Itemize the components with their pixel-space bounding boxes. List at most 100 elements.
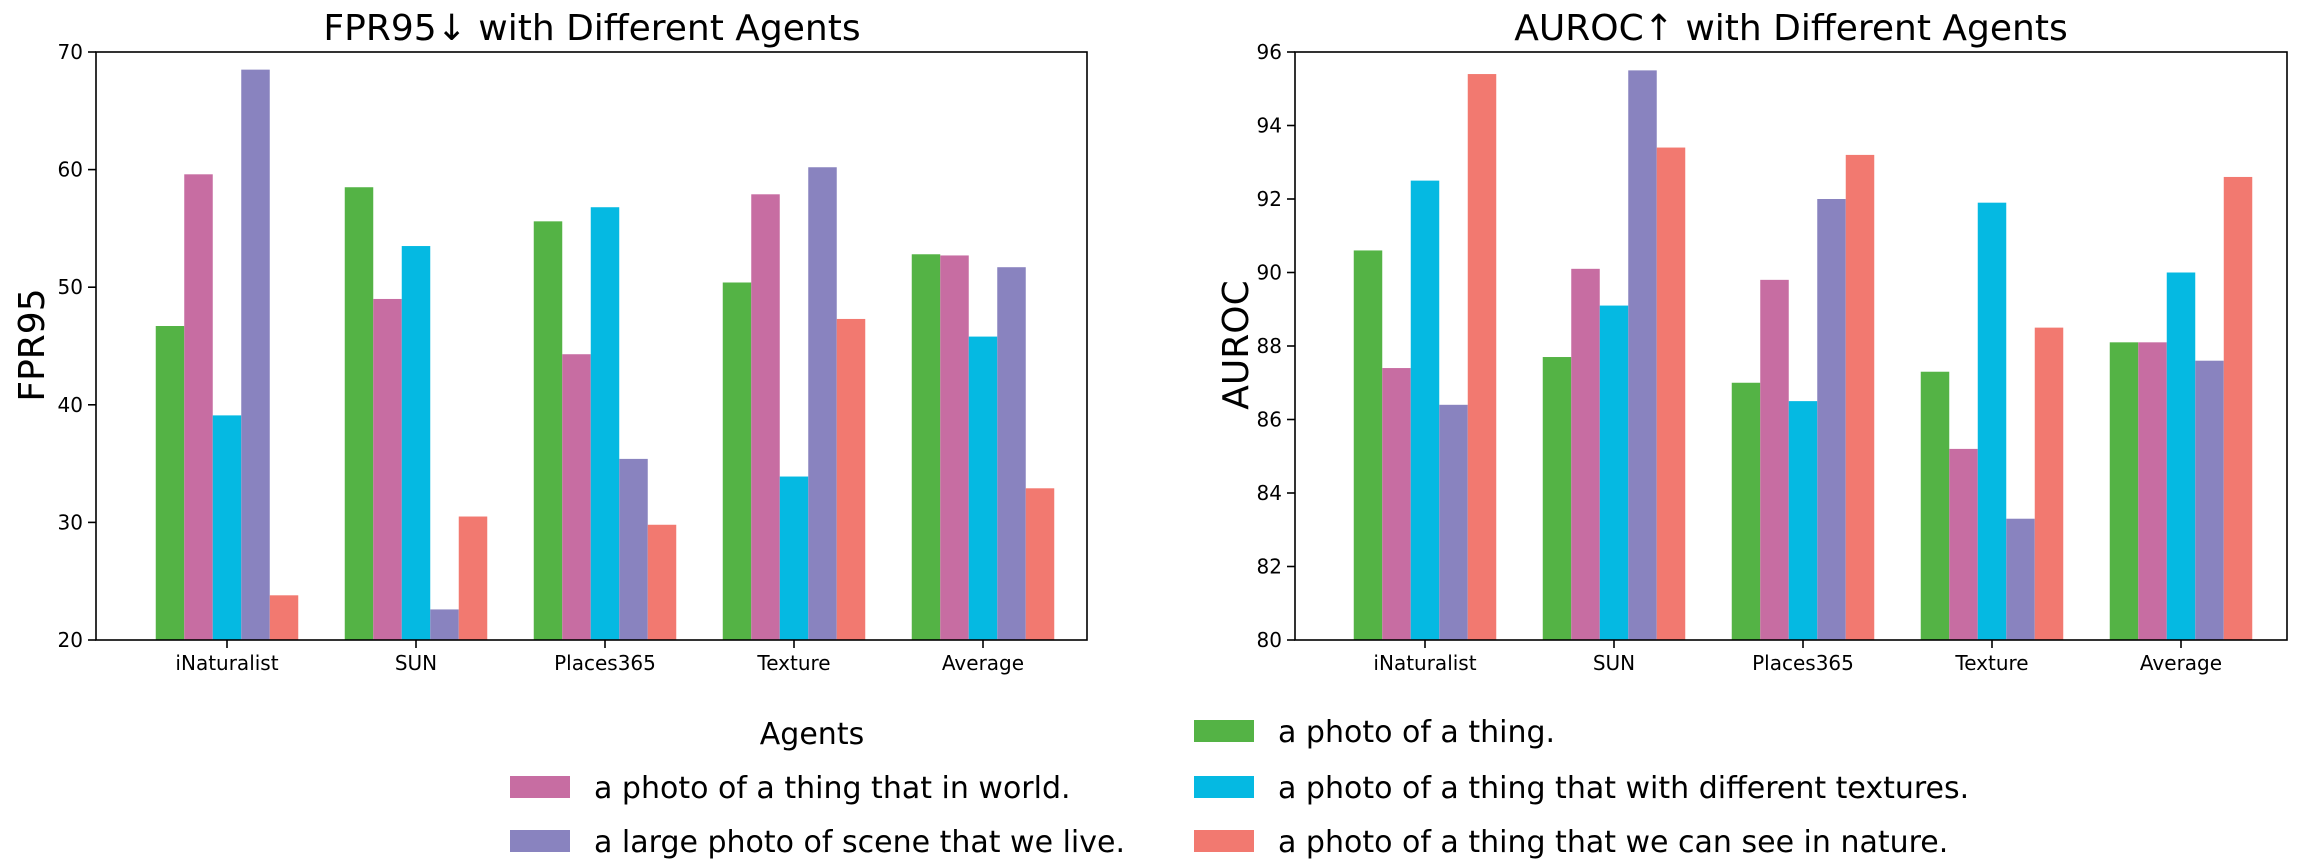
fpr95-bar-nature — [458, 516, 488, 640]
auroc-bar-nature — [1845, 154, 1875, 640]
fpr95-y-tick-label: 40 — [58, 393, 83, 417]
legend-label-scene: a large photo of scene that we live. — [594, 825, 1125, 860]
fpr95-bar-world — [184, 174, 213, 640]
legend-swatch-thing — [1194, 720, 1254, 742]
fpr95-y-tick-label: 70 — [58, 40, 83, 64]
auroc-bar-world — [1382, 368, 1411, 640]
auroc-x-tick-label: Texture — [1954, 651, 2028, 675]
auroc-y-tick-label: 92 — [1257, 187, 1282, 211]
fpr95-x-tick-label: iNaturalist — [175, 651, 278, 675]
fpr95-axis-ticks: 20 30 40 50 60 70 iNaturalist SUN Places365 Textu… — [58, 40, 1025, 675]
auroc-bar-scene — [2195, 360, 2224, 640]
auroc-chart: AUROC↑ with Different Agents AUROC 80828… — [1216, 8, 2288, 675]
fpr95-x-tick-label: Average — [942, 651, 1024, 675]
auroc-bar-scene — [1439, 404, 1468, 640]
fpr95-bars — [155, 69, 1055, 641]
legend-label-nature: a photo of a thing that we can see in na… — [1278, 825, 1948, 860]
auroc-y-tick-label: 90 — [1257, 261, 1282, 285]
auroc-bar-textures — [2166, 272, 2196, 640]
auroc-y-tick-label: 96 — [1257, 40, 1282, 64]
auroc-bar-thing — [1353, 250, 1383, 640]
fpr95-bar-world — [751, 194, 780, 640]
fpr95-y-tick-label: 50 — [58, 275, 83, 299]
auroc-bar-textures — [1410, 180, 1440, 640]
fpr95-bar-scene — [619, 458, 648, 640]
auroc-bar-textures — [1599, 305, 1629, 640]
auroc-y-tick-label: 82 — [1257, 555, 1282, 579]
fpr95-bar-textures — [968, 336, 998, 640]
fpr95-bar-textures — [590, 207, 620, 640]
auroc-x-tick-label: Average — [2140, 651, 2222, 675]
auroc-bar-textures — [1788, 401, 1818, 640]
auroc-bar-scene — [1628, 70, 1657, 640]
fpr95-bar-scene — [241, 69, 270, 640]
fpr95-bar-nature — [269, 595, 299, 640]
auroc-bar-nature — [2223, 176, 2253, 640]
auroc-y-tick-label: 86 — [1257, 408, 1282, 432]
fpr95-bar-thing — [155, 326, 185, 640]
auroc-y-tick-label: 88 — [1257, 334, 1282, 358]
fpr95-y-tick-label: 30 — [58, 510, 83, 534]
fpr95-bar-thing — [911, 254, 941, 640]
fpr95-bar-nature — [1025, 488, 1055, 640]
fpr95-y-axis-label: FPR95 — [12, 288, 53, 401]
fpr95-bar-scene — [430, 609, 459, 640]
auroc-y-axis-label: AUROC — [1216, 280, 1257, 409]
legend-swatch-textures — [1194, 776, 1254, 798]
fpr95-plot-frame — [95, 51, 1088, 641]
auroc-bar-scene — [1817, 199, 1846, 640]
fpr95-bar-textures — [401, 246, 431, 641]
auroc-bar-nature — [2034, 327, 2064, 640]
fpr95-bar-thing — [722, 282, 752, 640]
auroc-bar-thing — [1731, 382, 1761, 640]
auroc-bars — [1353, 70, 2253, 641]
auroc-bar-world — [1760, 279, 1789, 640]
legend-label-textures: a photo of a thing that with different t… — [1278, 771, 1969, 806]
auroc-y-tick-label: 94 — [1257, 114, 1282, 138]
auroc-bar-thing — [1920, 371, 1950, 640]
auroc-plot-frame — [1294, 51, 2288, 641]
fpr95-bar-nature — [647, 524, 677, 640]
auroc-bar-nature — [1467, 74, 1497, 641]
auroc-y-tick-label: 80 — [1257, 628, 1282, 652]
auroc-bar-world — [1949, 448, 1978, 640]
legend-swatch-world — [510, 776, 570, 798]
auroc-bar-nature — [1656, 147, 1686, 641]
legend-swatch-scene — [510, 830, 570, 852]
legend-swatch-nature — [1194, 830, 1254, 852]
auroc-bar-world — [2138, 342, 2167, 640]
fpr95-y-tick-label: 60 — [58, 158, 83, 182]
fpr95-bar-scene — [808, 167, 837, 641]
auroc-x-tick-label: Places365 — [1752, 651, 1854, 675]
auroc-x-tick-label: iNaturalist — [1373, 651, 1476, 675]
fpr95-bar-scene — [997, 267, 1026, 640]
legend: Agents a photo of a thing that in world.… — [510, 715, 1969, 860]
legend-title: Agents — [760, 717, 864, 752]
fpr95-bar-thing — [344, 187, 374, 641]
fpr95-bar-world — [562, 354, 591, 640]
auroc-bar-world — [1571, 268, 1600, 640]
fpr95-x-tick-label: SUN — [395, 651, 437, 675]
fpr95-chart: FPR95↓ with Different Agents FPR95 20 30 4… — [12, 8, 1088, 675]
fpr95-x-tick-label: Texture — [756, 651, 830, 675]
auroc-x-tick-label: SUN — [1593, 651, 1635, 675]
auroc-chart-title: AUROC↑ with Different Agents — [1514, 8, 2067, 49]
auroc-bar-thing — [2109, 342, 2139, 640]
fpr95-bar-world — [373, 298, 402, 640]
fpr95-chart-title: FPR95↓ with Different Agents — [323, 8, 860, 49]
auroc-bar-scene — [2006, 518, 2035, 640]
legend-label-world: a photo of a thing that in world. — [594, 771, 1071, 806]
fpr95-bar-textures — [779, 476, 809, 640]
auroc-y-tick-label: 84 — [1257, 481, 1282, 505]
auroc-bar-thing — [1542, 357, 1572, 640]
legend-label-thing: a photo of a thing. — [1278, 715, 1555, 750]
fpr95-bar-nature — [836, 318, 866, 640]
auroc-bar-textures — [1977, 202, 2007, 641]
fpr95-bar-world — [940, 255, 969, 640]
fpr95-bar-textures — [212, 415, 242, 640]
fpr95-y-tick-label: 20 — [58, 628, 83, 652]
fpr95-bar-thing — [533, 221, 563, 640]
auroc-axis-ticks: 80 82 84 86 88 90 92 94 96 iNaturalist SUN Places36… — [1257, 40, 2223, 675]
fpr95-x-tick-label: Places365 — [554, 651, 656, 675]
